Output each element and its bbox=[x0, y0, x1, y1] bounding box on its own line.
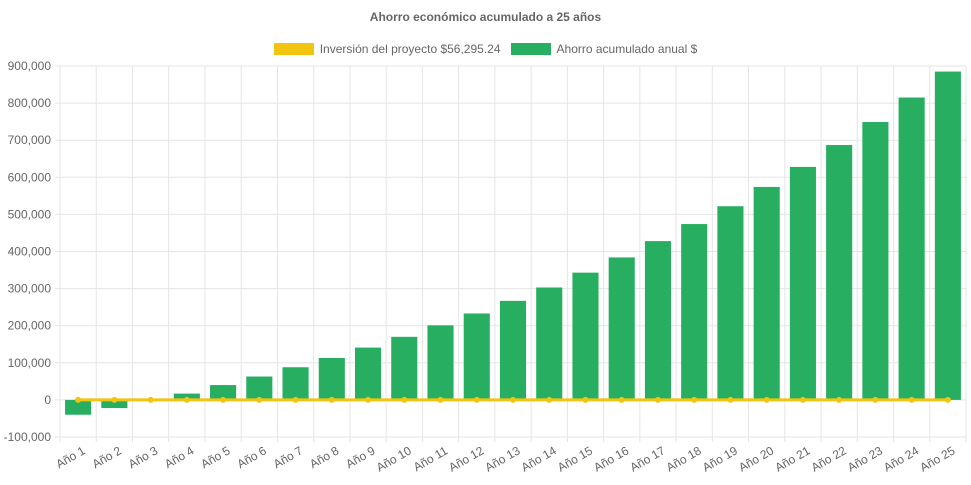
point-inversion bbox=[75, 396, 82, 403]
chart-title: Ahorro económico acumulado a 25 años bbox=[369, 10, 602, 24]
bar-ahorro bbox=[463, 313, 490, 400]
y-tick-label: 500,000 bbox=[8, 207, 52, 221]
x-tick-label: Año 13 bbox=[483, 443, 523, 474]
point-inversion bbox=[944, 396, 951, 403]
bar-ahorro bbox=[572, 272, 599, 400]
point-inversion bbox=[220, 396, 227, 403]
legend: Inversión del proyecto $56,295.24 Ahorro… bbox=[0, 42, 971, 56]
bar-ahorro bbox=[282, 367, 309, 400]
bar-ahorro bbox=[499, 300, 527, 400]
bar-ahorro bbox=[789, 166, 816, 400]
x-tick-label: Año 5 bbox=[198, 443, 232, 471]
x-tick-label: Año 7 bbox=[271, 443, 305, 471]
point-inversion bbox=[763, 396, 770, 403]
x-tick-label: Año 15 bbox=[555, 443, 595, 474]
bar-ahorro bbox=[65, 399, 92, 415]
x-tick-label: Año 3 bbox=[126, 443, 160, 471]
x-tick-label: Año 6 bbox=[235, 443, 269, 471]
bar-ahorro bbox=[210, 385, 237, 400]
y-tick-label: -100,000 bbox=[4, 430, 52, 444]
bar-ahorro bbox=[391, 336, 418, 400]
y-tick-label: 600,000 bbox=[8, 170, 52, 184]
x-tick-label: Año 19 bbox=[700, 443, 740, 474]
bar-ahorro bbox=[354, 347, 382, 400]
legend-item-inversion[interactable]: Inversión del proyecto $56,295.24 bbox=[273, 42, 501, 56]
y-tick-label: 300,000 bbox=[8, 282, 52, 296]
y-tick-label: 100,000 bbox=[8, 356, 52, 370]
x-tick-label: Año 20 bbox=[736, 443, 776, 474]
point-inversion bbox=[836, 396, 843, 403]
point-inversion bbox=[256, 396, 263, 403]
point-inversion bbox=[546, 396, 553, 403]
x-tick-label: Año 11 bbox=[411, 443, 450, 474]
bar-ahorro bbox=[862, 122, 889, 400]
x-tick-label: Año 8 bbox=[307, 443, 341, 471]
x-tick-label: Año 2 bbox=[90, 443, 124, 471]
bar-ahorro bbox=[717, 206, 744, 400]
bar-ahorro bbox=[318, 357, 345, 400]
x-tick-label: Año 10 bbox=[374, 443, 414, 474]
bar-ahorro bbox=[101, 399, 128, 409]
x-tick-label: Año 25 bbox=[917, 443, 957, 474]
point-inversion bbox=[401, 396, 408, 403]
y-tick-label: 200,000 bbox=[8, 319, 52, 333]
point-inversion bbox=[473, 396, 480, 403]
point-inversion bbox=[908, 396, 915, 403]
point-inversion bbox=[510, 396, 516, 403]
legend-swatch-ahorro bbox=[510, 43, 551, 55]
x-tick-label: Año 9 bbox=[343, 443, 377, 471]
x-tick-label: Año 21 bbox=[772, 443, 812, 474]
legend-label-ahorro: Ahorro acumulado anual $ bbox=[556, 42, 698, 56]
x-tick-label: Año 18 bbox=[664, 443, 704, 474]
x-tick-label: Año 14 bbox=[519, 443, 559, 474]
bar-ahorro bbox=[681, 224, 708, 400]
bar-ahorro bbox=[753, 186, 780, 400]
point-inversion bbox=[691, 396, 698, 403]
bar-ahorro bbox=[826, 145, 853, 400]
y-tick-label: 400,000 bbox=[8, 245, 52, 259]
bar-ahorro bbox=[173, 393, 200, 400]
legend-label-inversion: Inversión del proyecto $56,295.24 bbox=[319, 42, 501, 56]
x-tick-label: Año 16 bbox=[591, 443, 631, 474]
bar-ahorro bbox=[898, 97, 925, 400]
y-tick-label: 700,000 bbox=[8, 133, 52, 147]
y-tick-label: 0 bbox=[44, 393, 51, 407]
y-tick-label: 800,000 bbox=[8, 96, 52, 110]
point-inversion bbox=[582, 396, 589, 403]
legend-item-ahorro[interactable]: Ahorro acumulado anual $ bbox=[510, 42, 698, 56]
x-tick-label: Año 12 bbox=[446, 443, 486, 474]
x-tick-label: Año 17 bbox=[628, 443, 668, 474]
bar-ahorro bbox=[246, 376, 273, 400]
x-tick-label: Año 23 bbox=[845, 443, 885, 474]
point-inversion bbox=[618, 396, 625, 403]
bar-ahorro bbox=[644, 241, 672, 400]
x-tick-label: Año 24 bbox=[881, 443, 921, 474]
bar-ahorro bbox=[427, 325, 454, 400]
point-inversion bbox=[872, 396, 879, 403]
bar-ahorro bbox=[536, 287, 563, 400]
x-tick-label: Año 1 bbox=[53, 443, 87, 471]
point-inversion bbox=[328, 396, 335, 403]
point-inversion bbox=[437, 396, 444, 403]
point-inversion bbox=[365, 396, 372, 403]
x-tick-label: Año 22 bbox=[809, 443, 849, 474]
bar-ahorro bbox=[608, 257, 635, 400]
legend-swatch-inversion bbox=[273, 43, 314, 55]
point-inversion bbox=[111, 396, 118, 403]
x-tick-label: Año 4 bbox=[162, 443, 196, 471]
point-inversion bbox=[727, 396, 734, 403]
point-inversion bbox=[292, 396, 299, 403]
point-inversion bbox=[147, 396, 154, 403]
y-tick-label: 900,000 bbox=[8, 59, 52, 73]
point-inversion bbox=[799, 396, 806, 403]
bar-ahorro bbox=[934, 71, 961, 400]
point-inversion bbox=[183, 396, 190, 403]
point-inversion bbox=[654, 396, 661, 403]
